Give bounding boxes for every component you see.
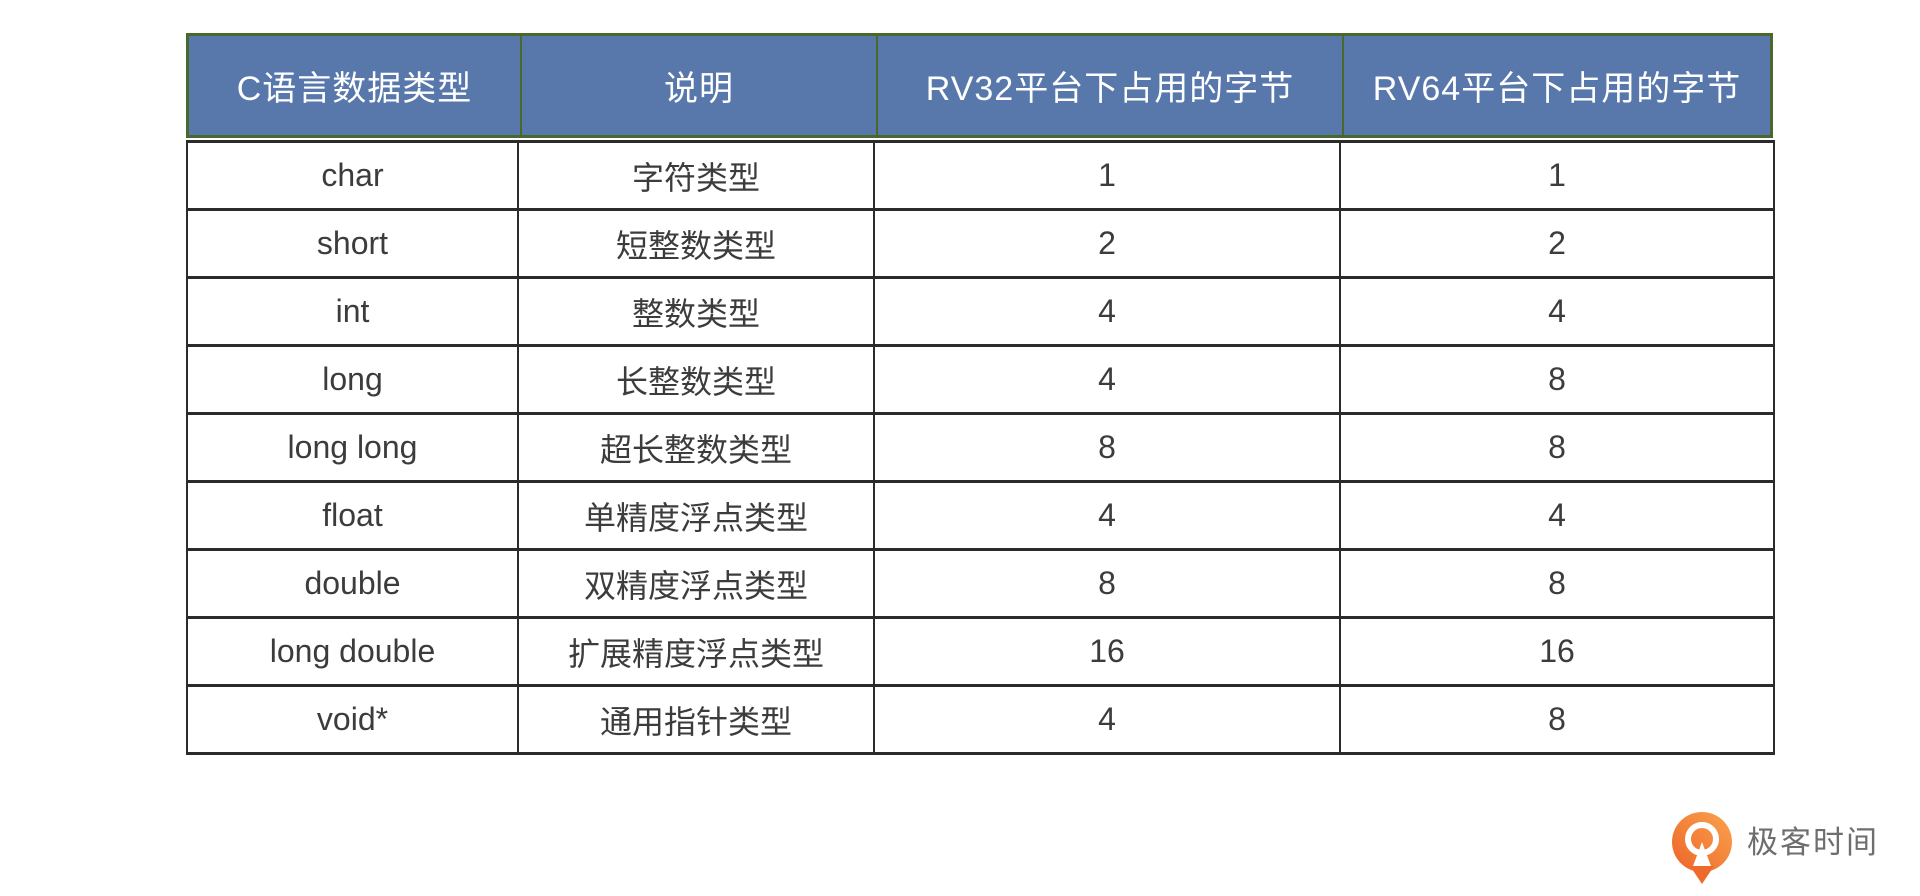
column-header-rv32: RV32平台下占用的字节 <box>876 36 1342 135</box>
logo-arrow-shape <box>1693 842 1711 866</box>
table-cell-rv64: 1 <box>1339 140 1775 211</box>
table-cell-description: 字符类型 <box>517 140 875 211</box>
table-cell-rv64: 8 <box>1339 684 1775 755</box>
table-cell-type: char <box>186 140 519 211</box>
table-row: char 字符类型 1 1 <box>186 140 1775 211</box>
table-cell-type: int <box>186 276 519 347</box>
table-cell-rv32: 16 <box>873 616 1341 687</box>
table-body: char 字符类型 1 1 short 短整数类型 2 2 int 整数类型 4… <box>186 140 1775 755</box>
table-cell-rv32: 4 <box>873 684 1341 755</box>
table-row: void* 通用指针类型 4 8 <box>186 684 1775 755</box>
table-cell-description: 通用指针类型 <box>517 684 875 755</box>
logo-pin-tip-shape <box>1690 866 1714 884</box>
table-cell-rv64: 2 <box>1339 208 1775 279</box>
table-cell-description: 整数类型 <box>517 276 875 347</box>
table-cell-description: 超长整数类型 <box>517 412 875 483</box>
table-cell-description: 短整数类型 <box>517 208 875 279</box>
table-cell-rv32: 1 <box>873 140 1341 211</box>
column-header-description: 说明 <box>520 36 876 135</box>
table-row: short 短整数类型 2 2 <box>186 208 1775 279</box>
table-cell-type: long long <box>186 412 519 483</box>
table-row: float 单精度浮点类型 4 4 <box>186 480 1775 551</box>
table-row: long double 扩展精度浮点类型 16 16 <box>186 616 1775 687</box>
table-cell-rv32: 8 <box>873 548 1341 619</box>
table-row: double 双精度浮点类型 8 8 <box>186 548 1775 619</box>
table-cell-rv32: 4 <box>873 480 1341 551</box>
table-cell-type: float <box>186 480 519 551</box>
table-cell-type: long double <box>186 616 519 687</box>
column-header-c-type: C语言数据类型 <box>236 70 473 108</box>
table-cell-rv32: 8 <box>873 412 1341 483</box>
table-cell-type: double <box>186 548 519 619</box>
table-cell-description: 单精度浮点类型 <box>517 480 875 551</box>
table-cell-description: 扩展精度浮点类型 <box>517 616 875 687</box>
geektime-logo-icon <box>1672 810 1734 888</box>
table-cell-type: long <box>186 344 519 415</box>
table-cell-description: 双精度浮点类型 <box>517 548 875 619</box>
table-cell-rv64: 8 <box>1339 548 1775 619</box>
column-header-rv64: RV64平台下占用的字节 <box>1342 36 1770 135</box>
data-types-table: C语言数据类型 说明 RV32平台下占用的字节 RV64平台下占用的字节 cha… <box>186 33 1775 755</box>
table-cell-rv64: 16 <box>1339 616 1775 687</box>
table-cell-rv64: 8 <box>1339 344 1775 415</box>
geektime-logo-text: 极客时间 <box>1747 825 1879 860</box>
table-cell-rv64: 4 <box>1339 276 1775 347</box>
table-row: int 整数类型 4 4 <box>186 276 1775 347</box>
table-row: long 长整数类型 4 8 <box>186 344 1775 415</box>
table-cell-rv32: 2 <box>873 208 1341 279</box>
geektime-logo: 极客时间 <box>1672 810 1879 888</box>
table-cell-type: void* <box>186 684 519 755</box>
table-cell-description: 长整数类型 <box>517 344 875 415</box>
table-header-row: C语言数据类型 说明 RV32平台下占用的字节 RV64平台下占用的字节 <box>186 33 1773 138</box>
table-cell-rv64: 8 <box>1339 412 1775 483</box>
table-cell-rv32: 4 <box>873 276 1341 347</box>
table-row: long long 超长整数类型 8 8 <box>186 412 1775 483</box>
table-cell-type: short <box>186 208 519 279</box>
table-cell-rv64: 4 <box>1339 480 1775 551</box>
table-cell-rv32: 4 <box>873 344 1341 415</box>
